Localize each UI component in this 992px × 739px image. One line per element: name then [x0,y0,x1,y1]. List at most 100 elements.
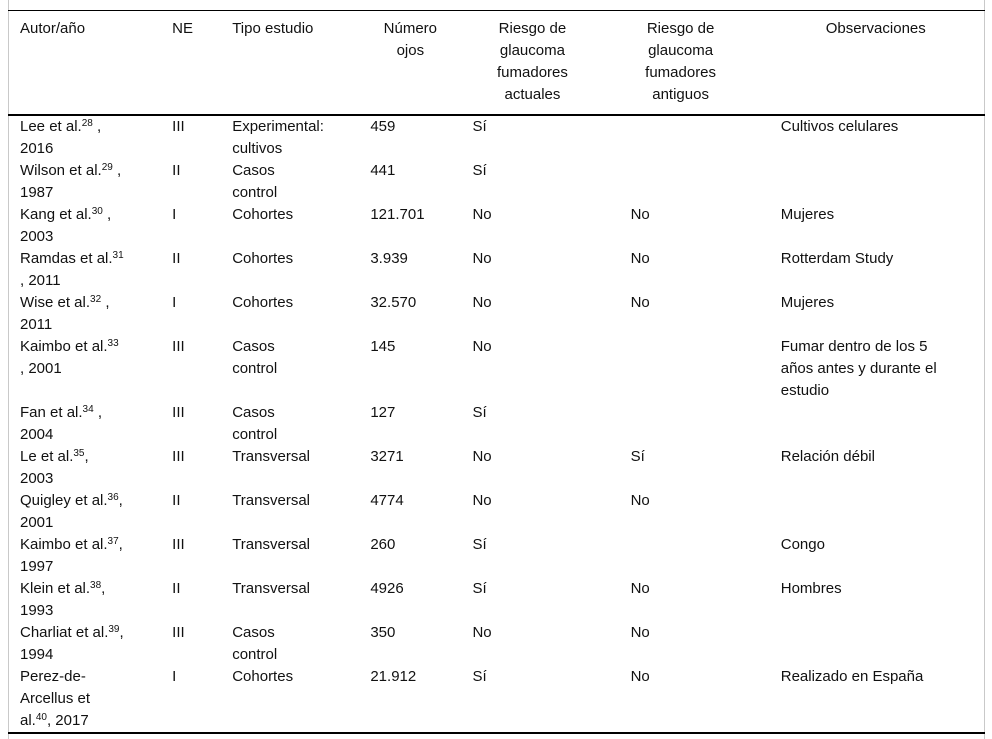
cell-autor: Charliat et al.39, 1994 [20,624,124,663]
cell-riesgo_antiguos: No [630,294,650,311]
reference-superscript: 28 [81,118,93,129]
studies-table: Autor/año NE Tipo estudio Número ojos Ri… [8,10,985,734]
table-row: Quigley et al.36, 2001 II Transversal 4774 N… [8,490,985,534]
cell-riesgo_antiguos: No [630,624,650,641]
cell-ojos: 459 [370,118,396,135]
cell-observaciones: Congo [780,536,825,553]
cell-autor: Kang et al.30 , 2003 [20,206,112,245]
reference-superscript: 29 [101,162,113,173]
reference-superscript: 38 [90,580,102,591]
cell-riesgo_antiguos [631,402,781,446]
cell-autor: Lee et al.28 , 2016 [20,118,102,157]
reference-superscript: 40 [35,712,47,723]
cell-riesgo_actuales: No [472,206,492,223]
cell-ne: II [172,492,181,509]
table-row: Wilson et al.29 , 1987 II Casos control 441… [8,160,985,204]
header-riesgo-fumadores-actuales-label: Riesgo de glaucoma fumadores actuales [497,20,568,103]
cell-observaciones: Realizado en España [780,668,924,685]
cell-ojos: 4774 [370,492,404,509]
cell-ojos: 21.912 [370,668,417,685]
cell-ne: II [172,250,181,267]
cell-tipo: Experimental: cultivos [232,118,324,157]
table-row: Klein et al.38, 1993 II Transversal 4926 Sí N… [8,578,985,622]
table-row: Fan et al.34 , 2004 III Casos control 127 Sí [8,402,985,446]
cell-riesgo_actuales: Sí [472,668,487,685]
cell-tipo: Transversal [232,580,311,597]
cell-riesgo_actuales: No [472,448,492,465]
cell-observaciones: Hombres [780,580,842,597]
reference-superscript: 31 [112,250,124,261]
cell-observaciones: Relación débil [780,448,875,465]
cell-autor: Quigley et al.36, 2001 [20,492,123,531]
cell-riesgo_antiguos [631,534,781,578]
table-row: Wise et al.32 , 2011 I Cohortes 32.570 No No M… [8,292,985,336]
cell-riesgo_actuales: No [472,294,492,311]
cell-tipo: Casos control [232,404,278,443]
table-row: Kaimbo et al.37, 1997 III Transversal 260 Sí… [8,534,985,578]
cell-tipo: Cohortes [232,294,294,311]
cell-tipo: Casos control [232,162,278,201]
cell-autor: Ramdas et al.31 , 2011 [20,250,124,289]
cell-ojos: 441 [370,162,396,179]
table-body: Lee et al.28 , 2016 III Experimental: cult… [8,115,985,733]
header-riesgo-fumadores-actuales: Riesgo de glaucoma fumadores actuales [472,10,631,116]
cell-riesgo_antiguos: No [630,668,650,685]
cell-tipo: Casos control [232,338,278,377]
header-observaciones-label: Observaciones [825,20,926,37]
cell-riesgo_actuales: Sí [472,536,487,553]
cell-ojos: 121.701 [370,206,425,223]
cell-ojos: 3271 [370,448,404,465]
cell-ne: I [172,668,177,685]
reference-superscript: 36 [107,492,119,503]
table-header-row: Autor/año NE Tipo estudio Número ojos Ri… [8,10,985,116]
cell-riesgo_actuales: No [472,250,492,267]
cell-ojos: 350 [370,624,396,641]
cell-riesgo_actuales: No [472,492,492,509]
table-row: Ramdas et al.31 , 2011 II Cohortes 3.939 No N… [8,248,985,292]
cell-ne: I [172,206,177,223]
cell-ne: III [172,404,185,421]
reference-superscript: 30 [91,206,103,217]
cell-riesgo_actuales: Sí [472,404,487,421]
reference-superscript: 39 [108,624,120,635]
cell-riesgo_antiguos: No [630,492,650,509]
cell-observaciones [781,490,985,534]
cell-tipo: Transversal [232,492,311,509]
cell-tipo: Transversal [232,536,311,553]
header-observaciones: Observaciones [780,10,985,116]
cell-ne: III [172,536,185,553]
cell-autor: Kaimbo et al.37, 1997 [20,536,123,575]
cell-observaciones [781,160,985,204]
cell-tipo: Transversal [232,448,311,465]
header-numero-ojos-label: Número ojos [383,20,438,59]
cell-ojos: 260 [370,536,396,553]
cell-tipo: Cohortes [232,250,294,267]
cell-ne: II [172,580,181,597]
cell-riesgo_antiguos: No [630,580,650,597]
table-row: Perez-de- Arcellus et al.40, 2017 I Cohort… [8,666,985,733]
cell-tipo: Cohortes [232,206,294,223]
cell-ojos: 127 [370,404,396,421]
header-ne: NE [172,10,233,116]
cell-ojos: 4926 [370,580,404,597]
header-autor: Autor/año [8,10,173,116]
cell-riesgo_antiguos: Sí [630,448,645,465]
cell-tipo: Casos control [232,624,278,663]
cell-ne: I [172,294,177,311]
cell-riesgo_actuales: Sí [472,162,487,179]
reference-superscript: 32 [90,294,102,305]
cell-observaciones: Mujeres [780,206,835,223]
table-header: Autor/año NE Tipo estudio Número ojos Ri… [8,10,985,116]
header-riesgo-fumadores-antiguos: Riesgo de glaucoma fumadores antiguos [630,10,781,116]
cell-observaciones: Fumar dentro de los 5 años antes y duran… [780,338,937,399]
cell-autor: Wise et al.32 , 2011 [20,294,110,333]
cell-riesgo_actuales: Sí [472,580,487,597]
header-numero-ojos: Número ojos [370,10,473,116]
table-row: Le et al.35, 2003 III Transversal 3271 No Sí R… [8,446,985,490]
cell-observaciones: Cultivos celulares [780,118,899,135]
cell-autor: Klein et al.38, 1993 [20,580,106,619]
cell-observaciones [781,622,985,666]
cell-riesgo_antiguos [631,336,781,402]
cell-observaciones [781,402,985,446]
cell-ne: III [172,448,185,465]
